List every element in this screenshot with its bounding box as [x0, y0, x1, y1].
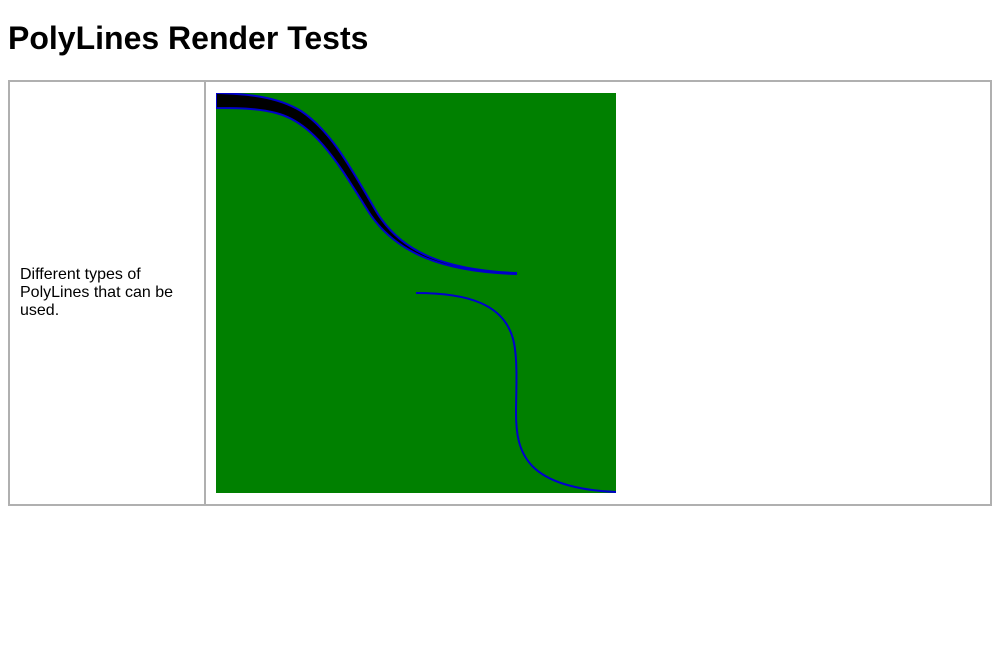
test-table: Different types of PolyLines that can be… [8, 80, 992, 506]
page-title: PolyLines Render Tests [8, 20, 369, 56]
thick-polyline [216, 93, 517, 276]
test-description: Different types of PolyLines that can be… [20, 266, 173, 319]
render-cell [206, 82, 990, 504]
polyline-canvas [216, 93, 616, 493]
description-cell: Different types of PolyLines that can be… [10, 82, 206, 504]
thin-polyline [415, 292, 616, 493]
